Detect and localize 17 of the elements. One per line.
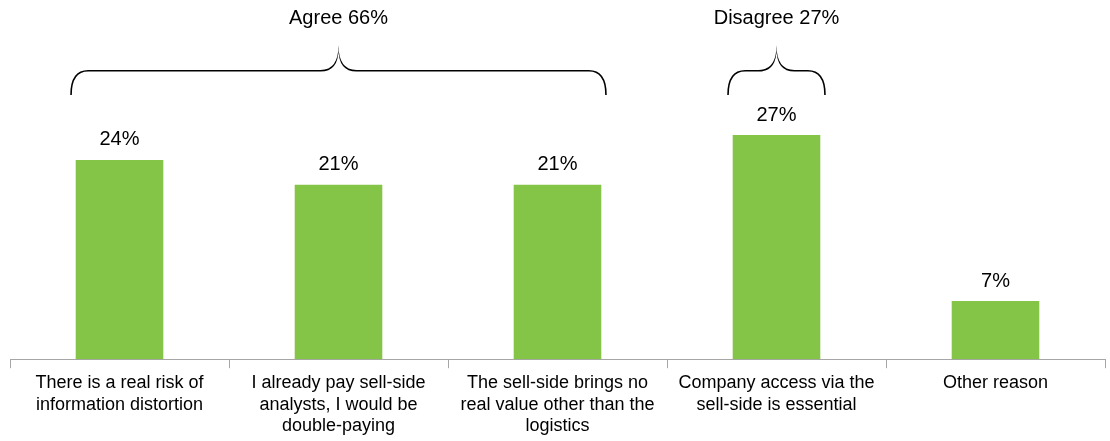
- data-label: 21%: [318, 152, 359, 175]
- text: Agree 66%: [289, 5, 389, 28]
- data-label: 7%: [981, 268, 1011, 291]
- bar: [294, 184, 383, 360]
- bar: [732, 135, 821, 360]
- x-tick-label: The sell-side brings no real value other than the logistics: [460, 371, 655, 436]
- data-label: 24%: [99, 127, 140, 150]
- x-tick-label: I already pay sell-side analysts, I would be double-paying: [251, 371, 426, 436]
- data-label: 21%: [537, 152, 578, 175]
- bar: [75, 159, 164, 360]
- bar: [513, 184, 602, 360]
- x-tick-label: Other reason: [942, 371, 1049, 392]
- x-tick-label: There is a real risk of information distortion: [35, 371, 205, 414]
- text: Disagree 27%: [713, 5, 840, 28]
- bar: [951, 301, 1040, 360]
- x-tick-label: Company access via the sell-side is essential: [678, 371, 875, 414]
- data-label: 27%: [756, 102, 797, 125]
